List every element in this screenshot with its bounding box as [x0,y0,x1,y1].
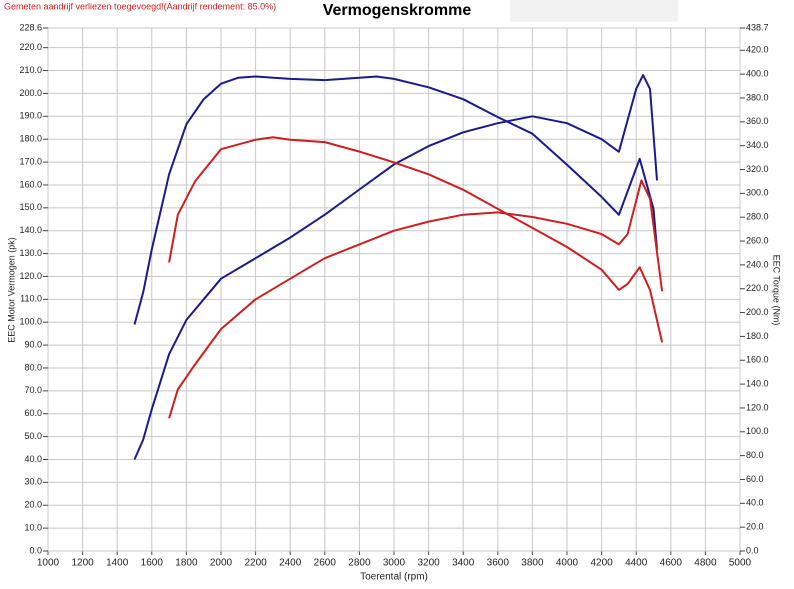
x-tick-label: 2200 [244,558,267,569]
y-tick-label: 190.0 [19,111,42,121]
y-tick-label: 150.0 [19,202,42,212]
y2-tick-label: 320.0 [746,164,769,174]
x-tick-label: 4400 [625,558,648,569]
y2-tick-label: 300.0 [746,188,769,198]
y2-tick-label: 240.0 [746,259,769,269]
y2-tick-label: 360.0 [746,116,769,126]
y-tick-label: 90.0 [24,339,42,349]
y-tick-label: 110.0 [20,294,42,304]
x-tick-label: 3400 [452,558,475,569]
y-tick-label: 80.0 [24,362,42,372]
y2-tick-label: 280.0 [746,212,769,222]
header-box [510,0,678,22]
y2-tick-label: 120.0 [746,402,769,412]
y-tick-label: 100.0 [19,317,42,327]
y-tick-label: 220.0 [19,42,42,52]
series-line [133,74,658,460]
y-tick-label: 30.0 [24,477,42,487]
y-tick-label: 120.0 [19,271,42,281]
y-tick-label: 140.0 [19,225,42,235]
x-tick-label: 2600 [314,558,337,569]
y-tick-label: 200.0 [19,88,42,98]
x-tick-label: 1000 [37,558,60,569]
y2-tick-label: 420.0 [746,45,769,55]
y2-tick-label: 0.0 [746,545,759,555]
y-tick-label: 0.0 [29,545,42,555]
x-tick-label: 4600 [660,558,683,569]
y-tick-label: 130.0 [19,248,42,258]
y-tick-label: 160.0 [19,179,42,189]
x-tick-label: 3800 [521,558,544,569]
y-tick-label: 180.0 [19,134,42,144]
y2-tick-label: 340.0 [746,140,769,150]
x-tick-label: 4800 [694,558,717,569]
y-tick-label: 60.0 [24,408,42,418]
y2-tick-label: 220.0 [746,283,769,293]
x-tick-label: 3200 [417,558,440,569]
x-axis-title: Toerental (rpm) [360,572,428,583]
y2-tick-label: 100.0 [746,426,769,436]
y2-tick-label: 200.0 [746,307,769,317]
x-tick-label: 2400 [279,558,302,569]
x-tick-label: 1800 [175,558,198,569]
y-tick-label: 40.0 [24,454,42,464]
y2-tick-label: 260.0 [746,235,769,245]
y2-tick-label: 140.0 [746,378,769,388]
y-tick-label: 50.0 [24,431,42,441]
chart-title: Vermogenskromme [323,2,472,19]
x-tick-label: 2000 [210,558,233,569]
y-tick-label: 10.0 [24,522,42,532]
y2-axis-title: EEC Torque (Nm) [772,255,782,326]
y2-tick-label: 380.0 [746,92,769,102]
y2-tick-label: 160.0 [746,355,769,365]
y2-tick-label: 80.0 [746,450,764,460]
x-tick-label: 3000 [383,558,406,569]
y-axis-title: EEC Motor Vermogen (pk) [6,237,16,343]
annotation: Gemeten aandrijf verliezen toegevoegd!(A… [4,1,276,11]
x-tick-label: 5000 [729,558,752,569]
y2-tick-label: 180.0 [746,331,769,341]
series-line [168,179,664,419]
y-tick-label: 210.0 [19,65,42,75]
y-tick-label: 20.0 [24,500,42,510]
x-tick-label: 2800 [348,558,371,569]
y2-tick-label: 438.7 [746,22,769,32]
y2-tick-label: 40.0 [746,498,764,508]
y2-tick-label: 60.0 [746,474,764,484]
y2-tick-label: 400.0 [746,69,769,79]
x-tick-label: 3600 [487,558,510,569]
y-tick-label: 170.0 [19,156,42,166]
x-tick-label: 1400 [106,558,129,569]
y-tick-label: 228.6 [19,22,42,32]
x-tick-label: 4200 [590,558,613,569]
x-tick-label: 1200 [71,558,94,569]
y2-tick-label: 20.0 [746,522,764,532]
series-line [168,136,664,343]
x-tick-label: 4000 [556,558,579,569]
y-tick-label: 70.0 [24,385,42,395]
x-tick-label: 1600 [141,558,164,569]
series-line [133,75,658,325]
